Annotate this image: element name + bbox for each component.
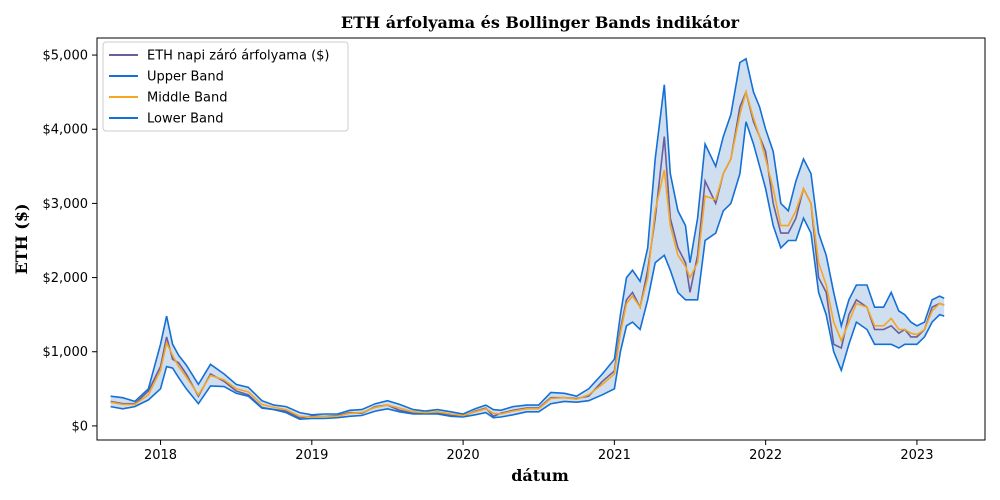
- plot-area: [110, 57, 945, 421]
- middle-band-line: [110, 89, 945, 418]
- plot-frame: [96, 37, 986, 441]
- legend-label-price: ETH napi záró árfolyama ($): [147, 49, 330, 64]
- bollinger-band-fill: [110, 58, 945, 420]
- legend: ETH napi záró árfolyama ($) Upper Band Mid…: [102, 41, 349, 132]
- y-axis-label: ETH ($): [12, 203, 31, 274]
- x-tick-label: 2021: [598, 448, 631, 463]
- y-tick-label: $1,000: [43, 345, 89, 360]
- x-axis: 2018 2019 2020 2021 2022 2023: [144, 440, 933, 463]
- y-tick-label: $4,000: [43, 123, 89, 138]
- x-tick-label: 2019: [295, 448, 328, 463]
- y-tick-label: $5,000: [43, 49, 89, 64]
- chart-title: ETH árfolyama és Bollinger Bands indikát…: [341, 13, 740, 32]
- lower-band-line: [110, 121, 945, 421]
- x-tick-label: 2022: [749, 448, 782, 463]
- x-axis-label: dátum: [511, 466, 569, 485]
- legend-label-middle: Middle Band: [147, 91, 227, 106]
- x-tick-label: 2023: [900, 448, 933, 463]
- legend-label-lower: Lower Band: [147, 112, 223, 127]
- y-axis: $0 $1,000 $2,000 $3,000 $4,000 $5,000: [43, 49, 97, 434]
- y-tick-label: $3,000: [43, 197, 89, 212]
- y-tick-label: $2,000: [43, 271, 89, 286]
- legend-label-upper: Upper Band: [147, 70, 224, 85]
- upper-band-line: [110, 57, 945, 416]
- x-tick-label: 2020: [447, 448, 480, 463]
- x-tick-label: 2018: [144, 448, 177, 463]
- legend-box: [102, 41, 349, 132]
- y-tick-label: $0: [71, 419, 88, 434]
